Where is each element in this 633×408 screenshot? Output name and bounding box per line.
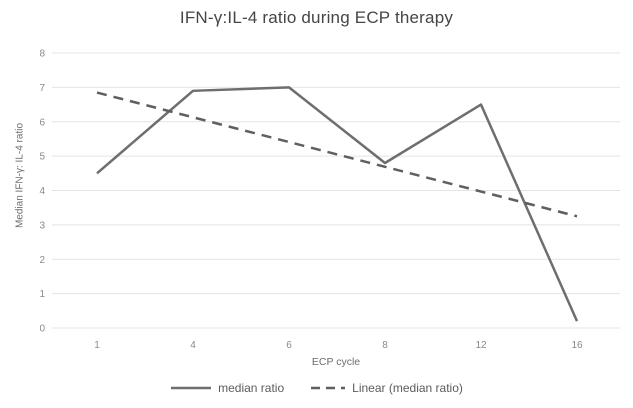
y-tick-label: 0 xyxy=(39,324,45,335)
legend: median ratio Linear (median ratio) xyxy=(0,381,633,395)
y-tick-label: 5 xyxy=(39,152,45,163)
trendline xyxy=(96,91,578,218)
legend-label-median-ratio: median ratio xyxy=(218,381,285,395)
x-tick-label: 4 xyxy=(190,340,196,351)
x-tick-label: 12 xyxy=(475,340,487,351)
x-axis-title: ECP cycle xyxy=(311,356,361,368)
x-tick-label: 16 xyxy=(571,340,583,351)
y-tick-label: 6 xyxy=(39,117,45,128)
x-tick-label: 1 xyxy=(94,340,100,351)
legend-label-linear: Linear (median ratio) xyxy=(352,381,463,395)
y-tick-label: 1 xyxy=(39,289,45,300)
y-tick-label: 3 xyxy=(39,220,45,231)
y-tick-label: 8 xyxy=(39,49,45,60)
y-tick-label: 4 xyxy=(39,186,45,197)
x-tick-label: 6 xyxy=(286,340,292,351)
legend-solid-line-swatch xyxy=(171,386,212,390)
legend-dashed-line-swatch xyxy=(311,386,346,390)
series-line-median-ratio xyxy=(96,86,579,322)
chart-title: IFN-γ:IL-4 ratio during ECP therapy xyxy=(179,8,454,27)
y-tick-label: 7 xyxy=(39,83,45,94)
y-tick-label: 2 xyxy=(39,255,45,266)
y-axis-title: Median IFN-γ: IL-4 ratio xyxy=(14,122,26,229)
x-tick-label: 8 xyxy=(382,340,388,351)
